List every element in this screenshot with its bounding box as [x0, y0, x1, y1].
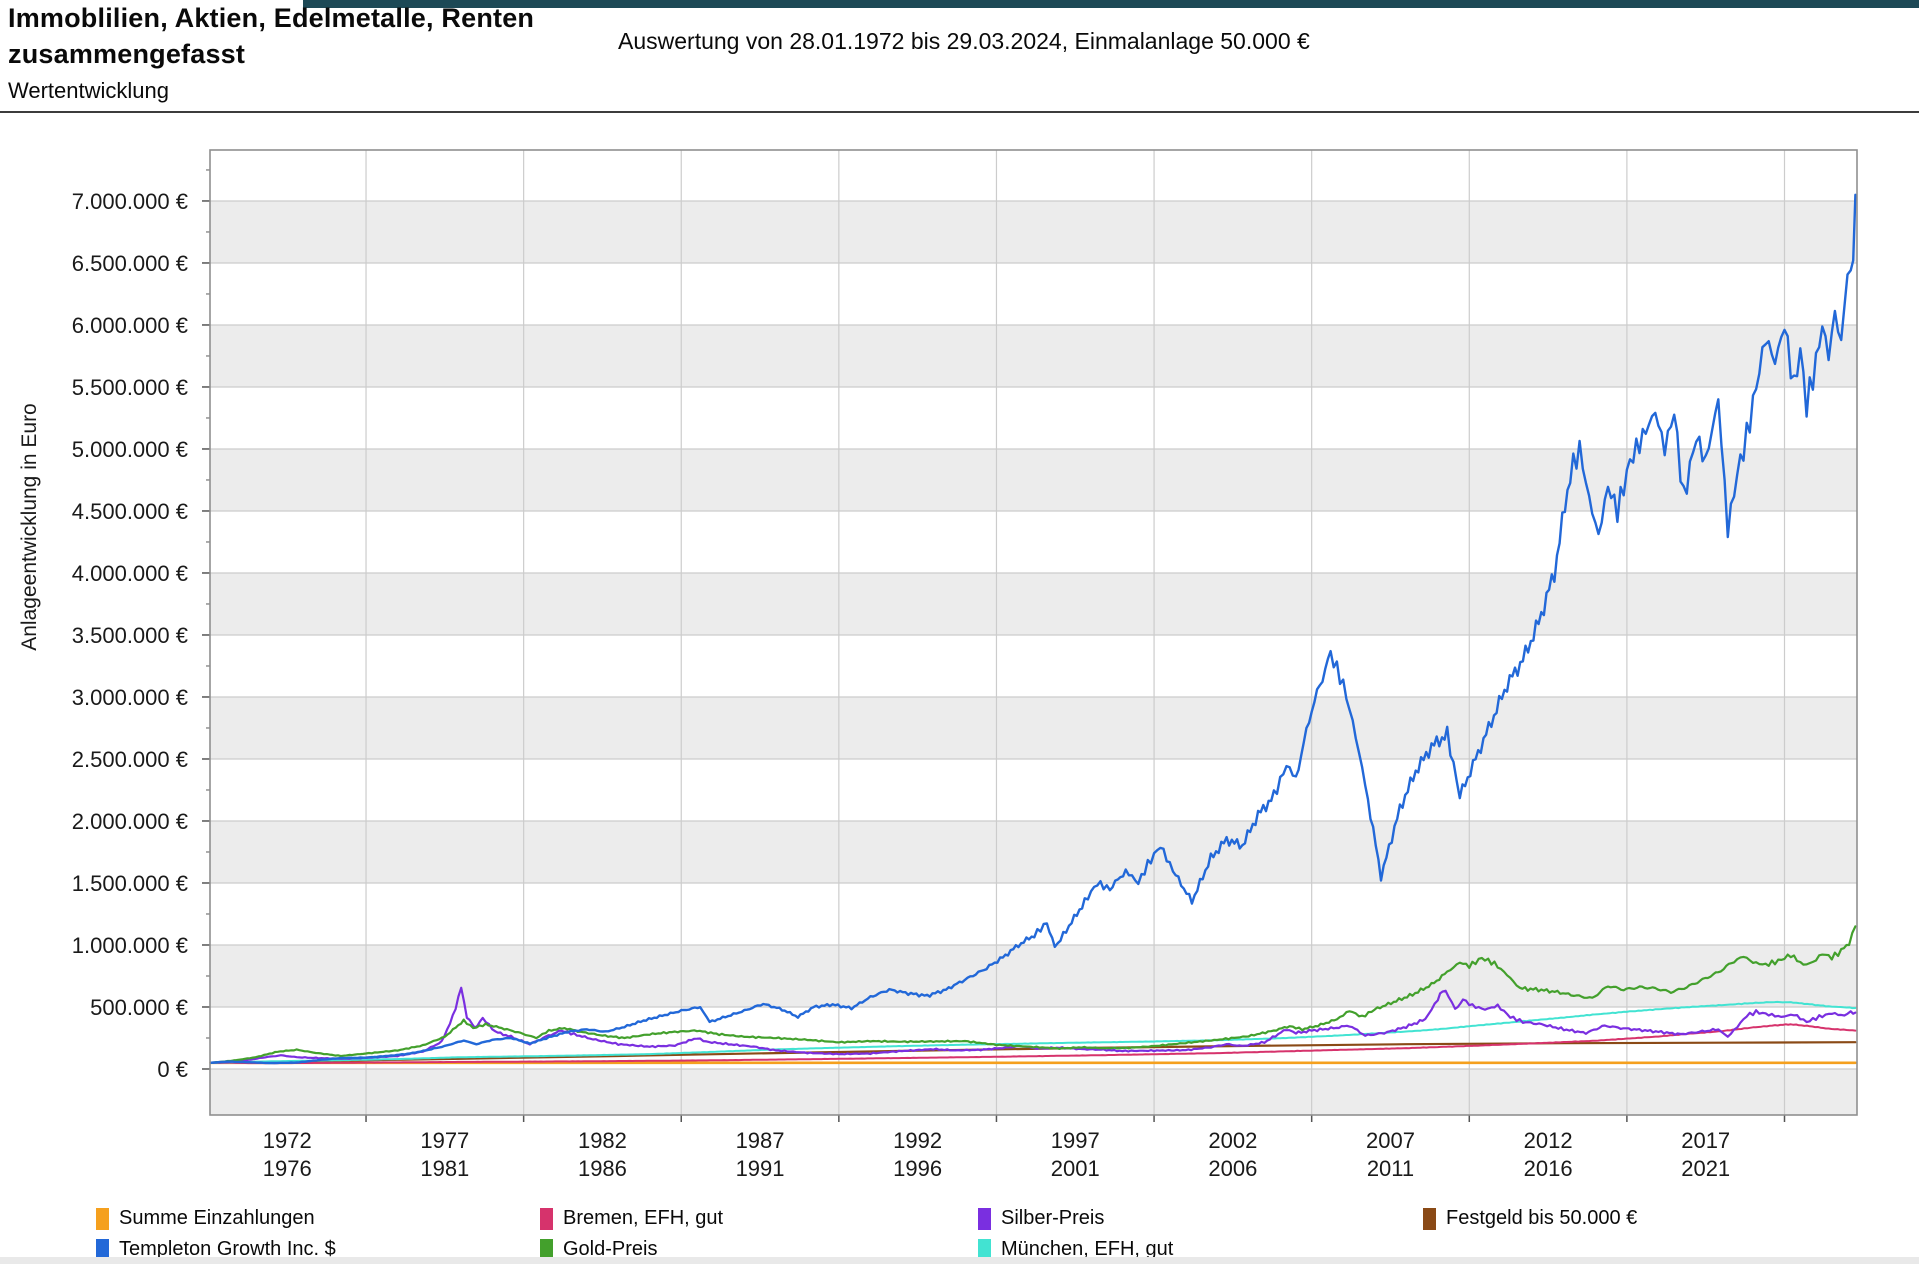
bottom-strip — [0, 1257, 1919, 1264]
legend-swatch — [978, 1238, 991, 1261]
legend-item: Festgeld bis 50.000 € — [1423, 1207, 1637, 1230]
plot-band — [210, 510, 1857, 573]
legend-label: Gold-Preis — [563, 1238, 658, 1260]
series-line-m-nchen-efh-gut — [209, 1000, 1857, 1064]
plot-frame — [209, 149, 1858, 1116]
y-tick-label: 6.500.000 € — [72, 251, 188, 276]
x-tick-label: 1992 1996 — [893, 1128, 942, 1181]
x-tick-label: 1997 2001 — [1051, 1128, 1100, 1181]
plot-band — [210, 262, 1857, 325]
plot-band — [210, 448, 1857, 511]
x-tick-label: 2007 2011 — [1366, 1128, 1415, 1181]
y-tick-label: 3.000.000 € — [72, 685, 188, 710]
legend-item: München, EFH, gut — [978, 1238, 1173, 1261]
header-divider — [0, 111, 1919, 113]
legend-item: Templeton Growth Inc. $ — [96, 1238, 336, 1261]
y-tick-label: 2.500.000 € — [72, 747, 188, 772]
y-tick-label: 6.000.000 € — [72, 313, 188, 338]
series-line-festgeld-bis-50-000 — [209, 1041, 1857, 1064]
plot-band — [210, 634, 1857, 697]
report-subtitle: Auswertung von 28.01.1972 bis 29.03.2024… — [618, 28, 1310, 54]
section-label-wertentwicklung: Wertentwicklung — [8, 78, 169, 103]
y-tick-label: 7.000.000 € — [72, 189, 188, 214]
legend-label: Silber-Preis — [1001, 1207, 1105, 1229]
plot-band — [210, 200, 1857, 263]
plot-band — [210, 1068, 1857, 1115]
y-tick-label: 5.000.000 € — [72, 437, 188, 462]
y-tick-label: 2.000.000 € — [72, 809, 188, 834]
y-tick-label: 4.000.000 € — [72, 561, 188, 586]
legend-swatch — [96, 1207, 109, 1230]
plot-band — [210, 386, 1857, 449]
y-tick-label: 500.000 € — [90, 995, 188, 1020]
legend-label: Festgeld bis 50.000 € — [1446, 1207, 1638, 1229]
legend-swatch — [1423, 1207, 1436, 1230]
legend-item: Gold-Preis — [540, 1238, 657, 1261]
plot-band — [210, 882, 1857, 945]
series-line-bremen-efh-gut — [209, 1023, 1857, 1065]
y-tick-label: 3.500.000 € — [72, 623, 188, 648]
page-title-line2: zusammengefasst — [8, 39, 246, 69]
plot-band — [210, 150, 1857, 201]
legend-swatch — [96, 1238, 109, 1261]
top-window-strip — [303, 0, 1919, 8]
legend-label: Summe Einzahlungen — [119, 1207, 315, 1229]
series-line-gold-preis — [209, 925, 1857, 1064]
legend-item: Bremen, EFH, gut — [540, 1207, 723, 1230]
legend-label: Templeton Growth Inc. $ — [119, 1238, 336, 1260]
x-tick-label: 1977 1981 — [420, 1128, 469, 1181]
legend-item: Silber-Preis — [978, 1207, 1104, 1230]
legend-swatch — [978, 1207, 991, 1230]
page-title: Immoblilien, Aktien, Edelmetalle, Renten… — [8, 0, 534, 72]
x-tick-label: 2002 2006 — [1208, 1128, 1257, 1181]
series-line-templeton-growth-inc — [209, 193, 1857, 1065]
legend-label: Bremen, EFH, gut — [563, 1207, 724, 1229]
plot-band — [210, 572, 1857, 635]
plot-band — [210, 758, 1857, 821]
legend-swatch — [540, 1238, 553, 1261]
y-tick-label: 1.500.000 € — [72, 871, 188, 896]
chart-legend: Summe Einzahlungen Templeton Growth Inc. … — [0, 1200, 1919, 1261]
y-axis-title: Anlageentwicklung in Euro — [18, 403, 41, 651]
plot-band — [210, 324, 1857, 387]
y-tick-label: 5.500.000 € — [72, 375, 188, 400]
x-tick-label: 1987 1991 — [736, 1128, 785, 1181]
legend-swatch — [540, 1207, 553, 1230]
x-tick-label: 1972 1976 — [263, 1128, 312, 1181]
legend-label: München, EFH, gut — [1001, 1238, 1174, 1260]
x-tick-label: 2012 2016 — [1524, 1128, 1573, 1181]
plot-band — [210, 820, 1857, 883]
x-tick-label: 2017 2021 — [1681, 1128, 1730, 1181]
legend-item: Summe Einzahlungen — [96, 1207, 315, 1230]
y-tick-label: 4.500.000 € — [72, 499, 188, 524]
plot-band — [210, 696, 1857, 759]
x-tick-label: 1982 1986 — [578, 1128, 627, 1181]
y-tick-label: 1.000.000 € — [72, 933, 188, 958]
page-title-line1: Immoblilien, Aktien, Edelmetalle, Renten — [8, 3, 535, 33]
y-tick-label: 0 € — [157, 1057, 188, 1082]
